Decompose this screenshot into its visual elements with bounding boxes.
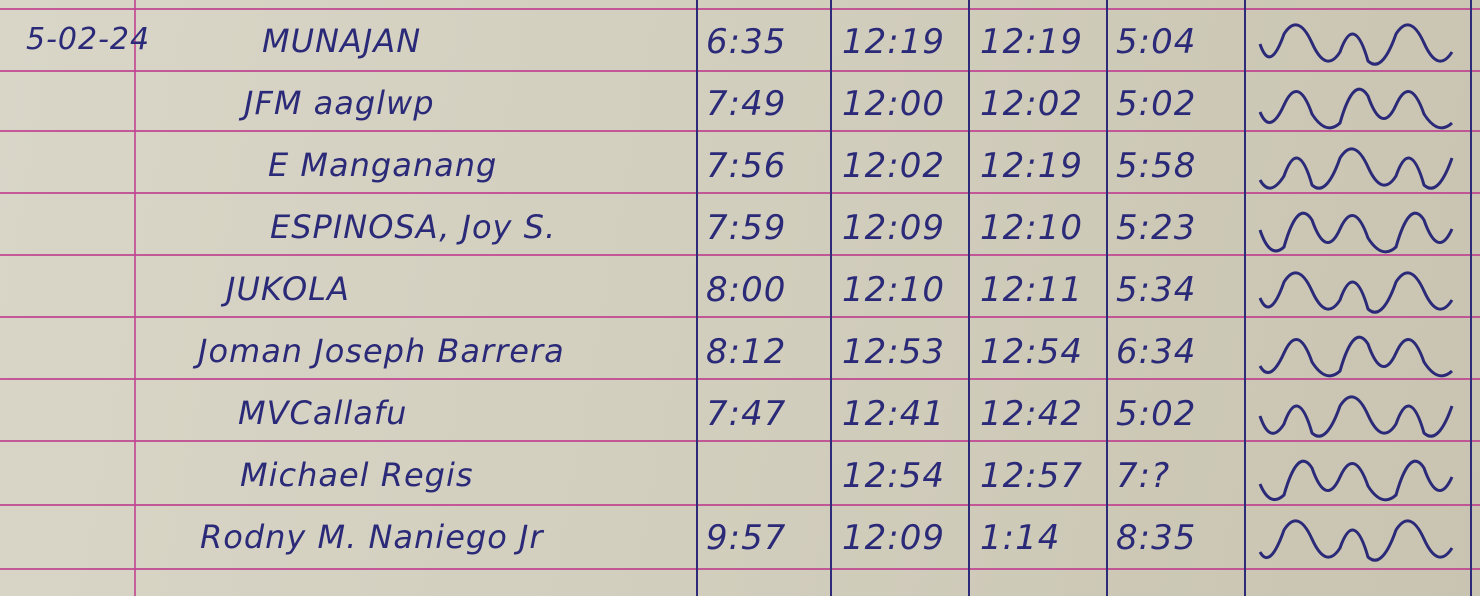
- lunch-in-cell: 12:54: [980, 332, 1083, 372]
- lunch-out-cell: 12:53: [842, 332, 945, 372]
- lunch-in-cell: 12:19: [980, 22, 1083, 62]
- signature-scribble: [1258, 87, 1454, 130]
- log-row: MUNAJAN 6:35 12:19 12:19 5:04: [0, 12, 1480, 74]
- column-line: [696, 0, 698, 596]
- lunch-in-cell: 1:14: [980, 518, 1061, 558]
- lunch-out-cell: 12:00: [842, 84, 945, 124]
- lunch-in-cell: 12:42: [980, 394, 1083, 434]
- margin-line: [134, 0, 136, 596]
- signature-scribble: [1258, 395, 1454, 438]
- lunch-out-cell: 12:09: [842, 208, 945, 248]
- name-cell: MUNAJAN: [262, 22, 422, 60]
- name-cell: JFM aaglwp: [244, 84, 435, 122]
- lunch-out-cell: 12:02: [842, 146, 945, 186]
- signature-scribble: [1258, 271, 1454, 314]
- name-cell: ESPINOSA, Joy S.: [270, 208, 557, 246]
- rule-line: [0, 504, 1480, 506]
- name-cell: JUKOLA: [226, 270, 350, 308]
- time-out-cell: 5:34: [1116, 270, 1197, 310]
- lunch-out-cell: 12:10: [842, 270, 945, 310]
- rule-line: [0, 130, 1480, 132]
- time-in-cell: 8:12: [706, 332, 787, 372]
- signature-scribble: [1258, 335, 1454, 378]
- rule-line: [0, 316, 1480, 318]
- column-line: [830, 0, 832, 596]
- lunch-out-cell: 12:09: [842, 518, 945, 558]
- time-out-cell: 5:23: [1116, 208, 1197, 248]
- rule-line: [0, 378, 1480, 380]
- time-out-cell: 8:35: [1116, 518, 1197, 558]
- name-cell: MVCallafu: [238, 394, 408, 432]
- signature-scribble: [1258, 23, 1454, 66]
- signature-scribble: [1258, 459, 1454, 502]
- lunch-in-cell: 12:02: [980, 84, 1083, 124]
- rule-line: [0, 440, 1480, 442]
- time-in-cell: 6:35: [706, 22, 787, 62]
- time-in-cell: 7:47: [706, 394, 787, 434]
- log-row: JUKOLA 8:00 12:10 12:11 5:34: [0, 260, 1480, 322]
- log-row: Rodny M. Naniego Jr 9:57 12:09 1:14 8:35: [0, 508, 1480, 570]
- lunch-in-cell: 12:10: [980, 208, 1083, 248]
- signature-scribble: [1258, 519, 1454, 562]
- time-out-cell: 5:02: [1116, 394, 1197, 434]
- time-in-cell: 7:56: [706, 146, 787, 186]
- time-in-cell: 7:59: [706, 208, 787, 248]
- lunch-in-cell: 12:57: [980, 456, 1083, 496]
- log-row: JFM aaglwp 7:49 12:00 12:02 5:02: [0, 74, 1480, 136]
- column-line: [968, 0, 970, 596]
- time-out-cell: 5:02: [1116, 84, 1197, 124]
- column-line: [1244, 0, 1246, 596]
- log-row: E Manganang 7:56 12:02 12:19 5:58: [0, 136, 1480, 198]
- time-in-cell: 9:57: [706, 518, 787, 558]
- lunch-in-cell: 12:19: [980, 146, 1083, 186]
- signature-scribble: [1258, 147, 1454, 190]
- column-line: [1470, 0, 1472, 596]
- time-out-cell: 7:?: [1116, 456, 1171, 496]
- log-row: ESPINOSA, Joy S. 7:59 12:09 12:10 5:23: [0, 198, 1480, 260]
- lunch-in-cell: 12:11: [980, 270, 1083, 310]
- rule-line: [0, 8, 1480, 10]
- log-row: Michael Regis 12:54 12:57 7:?: [0, 446, 1480, 508]
- log-date: 5-02-24: [26, 22, 151, 57]
- rule-line: [0, 568, 1480, 570]
- lunch-out-cell: 12:19: [842, 22, 945, 62]
- log-row: Joman Joseph Barrera 8:12 12:53 12:54 6:34: [0, 322, 1480, 384]
- time-out-cell: 5:04: [1116, 22, 1197, 62]
- lunch-out-cell: 12:41: [842, 394, 945, 434]
- time-out-cell: 5:58: [1116, 146, 1197, 186]
- time-in-cell: 7:49: [706, 84, 787, 124]
- name-cell: E Manganang: [268, 146, 498, 184]
- rule-line: [0, 70, 1480, 72]
- log-row: MVCallafu 7:47 12:41 12:42 5:02: [0, 384, 1480, 446]
- column-line: [1106, 0, 1108, 596]
- signature-scribble: [1258, 211, 1454, 254]
- time-in-cell: 8:00: [706, 270, 787, 310]
- time-out-cell: 6:34: [1116, 332, 1197, 372]
- rule-line: [0, 254, 1480, 256]
- lunch-out-cell: 12:54: [842, 456, 945, 496]
- name-cell: Joman Joseph Barrera: [198, 332, 565, 370]
- rule-line: [0, 192, 1480, 194]
- name-cell: Michael Regis: [240, 456, 474, 494]
- name-cell: Rodny M. Naniego Jr: [200, 518, 544, 556]
